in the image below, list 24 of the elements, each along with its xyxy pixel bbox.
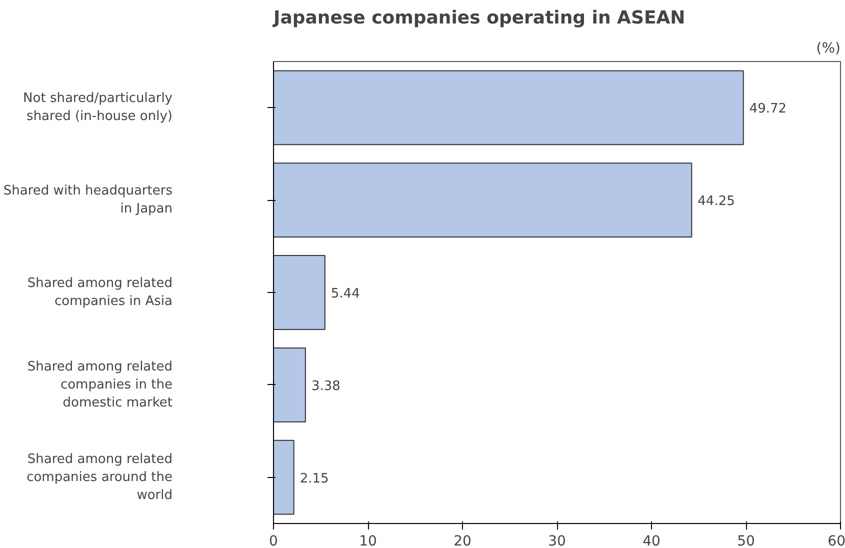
bar [274, 70, 744, 146]
x-tick-label: 0 [269, 534, 278, 548]
chart-title: Japanese companies operating in ASEAN [272, 8, 686, 28]
data-label: 49.72 [749, 102, 787, 117]
x-tick-label: 20 [454, 534, 472, 548]
bar [274, 440, 294, 515]
y-tick-label: Shared with headquarters in Japan [3, 184, 173, 217]
x-tick-label: 10 [359, 534, 377, 548]
y-tick-label: Not shared/particularly shared (in-house only) [23, 91, 173, 124]
bar [274, 347, 306, 422]
x-tick-label: 40 [642, 534, 660, 548]
y-tick-label: Shared among related companies in the domestic market [27, 359, 173, 410]
x-tick-label: 60 [828, 534, 845, 548]
x-tick-label: 30 [548, 534, 566, 548]
y-tick-label: Shared among related companies in Asia [27, 276, 173, 309]
bar [274, 162, 692, 238]
text: (%) [816, 40, 841, 56]
bar [274, 255, 326, 330]
data-label: 44.25 [698, 194, 735, 210]
x-tick-label: 50 [737, 534, 755, 548]
data-label: 5.44 [330, 286, 360, 302]
data-label: 3.38 [311, 378, 340, 394]
y-tick-label: Shared among related companies around the world [26, 452, 173, 503]
data-label: 2.15 [300, 471, 329, 486]
